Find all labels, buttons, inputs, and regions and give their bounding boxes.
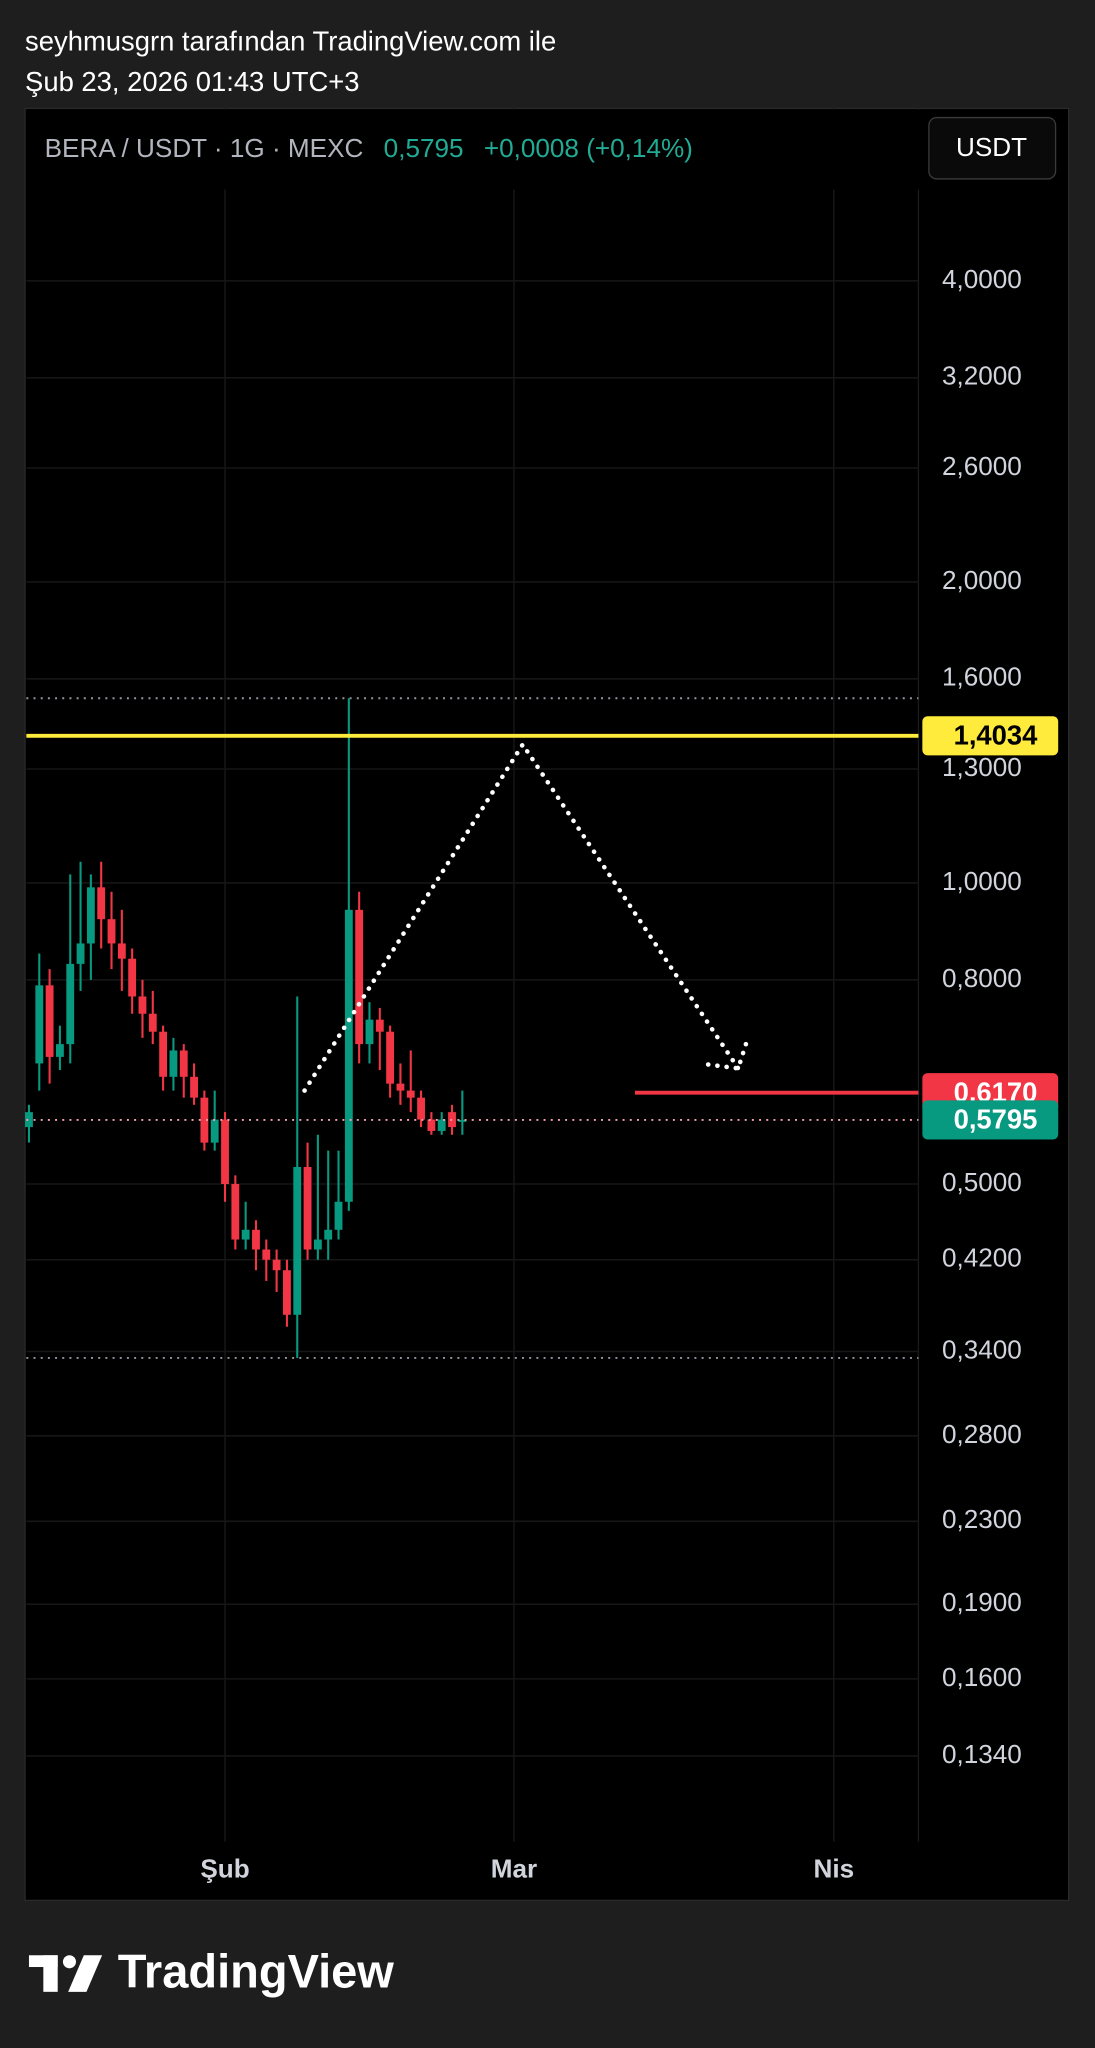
last-price: 0,5795	[384, 133, 464, 163]
candle-body	[375, 1019, 384, 1032]
candle-body	[241, 1229, 250, 1240]
candle-body	[179, 1050, 188, 1077]
y-tick-label: 1,3000	[942, 752, 1022, 782]
logo-slash	[68, 1955, 103, 1992]
time-axis: Şub Mar Nis	[200, 1853, 854, 1883]
candle-body	[97, 887, 106, 920]
candle-body	[262, 1249, 271, 1260]
y-tick-label: 0,1900	[942, 1587, 1022, 1617]
candle-body	[128, 958, 137, 997]
legend-band	[26, 109, 1068, 190]
candle-body	[252, 1229, 260, 1250]
candle-body	[66, 963, 75, 1045]
candle-body	[190, 1076, 198, 1098]
price-lines	[26, 697, 919, 1359]
candle-body	[159, 1031, 168, 1077]
projection-arrowhead	[705, 1037, 750, 1071]
timestamp: Şub 23, 2026 01:43 UTC+3	[25, 66, 359, 97]
symbol-title: BERA / USDT · 1G · MEXC 0,5795 +0,0008 (…	[45, 133, 693, 163]
y-tick-label: 1,6000	[942, 662, 1022, 692]
y-tick-label: 2,0000	[942, 565, 1022, 595]
currency-button-label[interactable]: USDT	[956, 132, 1027, 162]
candle-body	[406, 1090, 415, 1098]
candle-body	[272, 1259, 281, 1271]
candle-body	[283, 1270, 291, 1315]
candle-body	[56, 1044, 64, 1057]
candle-body	[210, 1119, 219, 1143]
candle-body	[138, 996, 147, 1014]
logo-stem	[43, 1955, 58, 1992]
candle-body	[458, 1119, 467, 1122]
candle-body	[303, 1166, 312, 1250]
y-tick-label: 0,2800	[942, 1419, 1022, 1449]
y-tick-label: 3,2000	[942, 361, 1022, 391]
price-badge-label: 1,4034	[954, 719, 1039, 750]
candle-body	[76, 943, 85, 964]
price-badge-label: 0,5795	[954, 1103, 1038, 1134]
candle-body	[396, 1083, 405, 1091]
projection-path	[302, 740, 741, 1093]
y-tick-label: 0,1600	[942, 1662, 1022, 1692]
y-tick-label: 0,3400	[942, 1334, 1022, 1364]
y-tick-label: 2,6000	[942, 451, 1022, 481]
candle-body	[293, 1166, 302, 1315]
candle-body	[386, 1031, 395, 1084]
y-tick-label: 0,1340	[942, 1739, 1022, 1769]
candles	[25, 698, 467, 1358]
grid	[26, 108, 919, 1842]
candle-body	[117, 943, 126, 959]
candle-body	[324, 1229, 333, 1240]
chart-panel	[24, 107, 1070, 1902]
candle-body	[344, 909, 353, 1202]
candle-body	[45, 985, 54, 1057]
brand-logo	[28, 1955, 103, 1992]
candle-body	[221, 1119, 229, 1185]
candle-body	[107, 919, 116, 944]
x-tick-label: Mar	[491, 1853, 537, 1883]
candle-body	[313, 1239, 322, 1250]
candle-body	[231, 1184, 240, 1240]
y-tick-label: 0,8000	[942, 963, 1022, 993]
symbol-text: BERA / USDT · 1G · MEXC	[45, 133, 364, 163]
candle-body	[427, 1119, 436, 1131]
candle-body	[365, 1019, 374, 1045]
logo-dot	[62, 1955, 76, 1969]
candle-body	[200, 1097, 209, 1143]
candle-body	[437, 1119, 446, 1131]
y-tick-label: 0,4200	[942, 1243, 1022, 1273]
candle-body	[86, 887, 95, 944]
candle-body	[355, 909, 364, 1045]
author-line: seyhmusgrn tarafından TradingView.com il…	[25, 25, 556, 56]
y-tick-label: 0,2300	[942, 1504, 1022, 1534]
candle-body	[25, 1112, 33, 1128]
x-tick-label: Nis	[813, 1853, 854, 1883]
y-tick-label: 1,0000	[942, 866, 1022, 896]
y-tick-label: 0,5000	[942, 1167, 1022, 1197]
candle-body	[417, 1097, 425, 1120]
x-tick-label: Şub	[200, 1853, 249, 1883]
price-change: +0,0008 (+0,14%)	[484, 133, 693, 163]
price-badge	[922, 1100, 1059, 1140]
y-tick-label: 4,0000	[942, 264, 1022, 294]
candle-body	[35, 985, 44, 1064]
price-axis: 4,0000 3,2000 2,6000 2,0000 1,6000 1,3000 1,00…	[942, 264, 1022, 1769]
currency-button[interactable]	[928, 116, 1057, 180]
candle-body	[334, 1201, 343, 1230]
price-badge	[922, 716, 1059, 756]
candle-body	[148, 1013, 157, 1032]
brand-name: TradingView	[118, 1944, 395, 1997]
candle-body	[169, 1050, 178, 1077]
